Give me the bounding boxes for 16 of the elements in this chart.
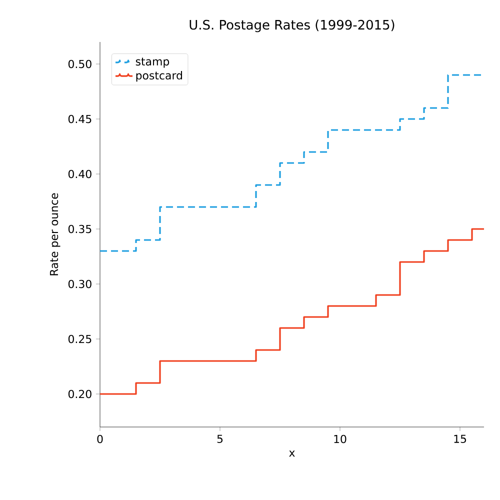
x-axis-title: x — [289, 450, 295, 457]
chart-title: U.S. Postage Rates (1999-2015) — [190, 20, 394, 32]
y-axis-title: Rate per ounce — [50, 193, 60, 276]
y-tick-label: 0.35 — [68, 224, 92, 234]
y-tick-label: 0.50 — [68, 60, 92, 68]
y-tick-label: 0.45 — [68, 114, 92, 124]
y-tick-label: 0.40 — [68, 170, 92, 178]
x-tick-label: 15 — [454, 434, 466, 443]
x-tick-label: 5 — [217, 434, 223, 443]
x-tick-label: 0 — [97, 434, 103, 444]
y-tick-label: 0.30 — [68, 280, 92, 288]
y-tick-label: 0.20 — [68, 390, 92, 398]
legend-label: postcard — [136, 71, 182, 82]
x-tick-label: 10 — [334, 434, 346, 444]
y-tick-label: 0.25 — [68, 334, 92, 344]
legend-label: stamp — [136, 58, 170, 68]
